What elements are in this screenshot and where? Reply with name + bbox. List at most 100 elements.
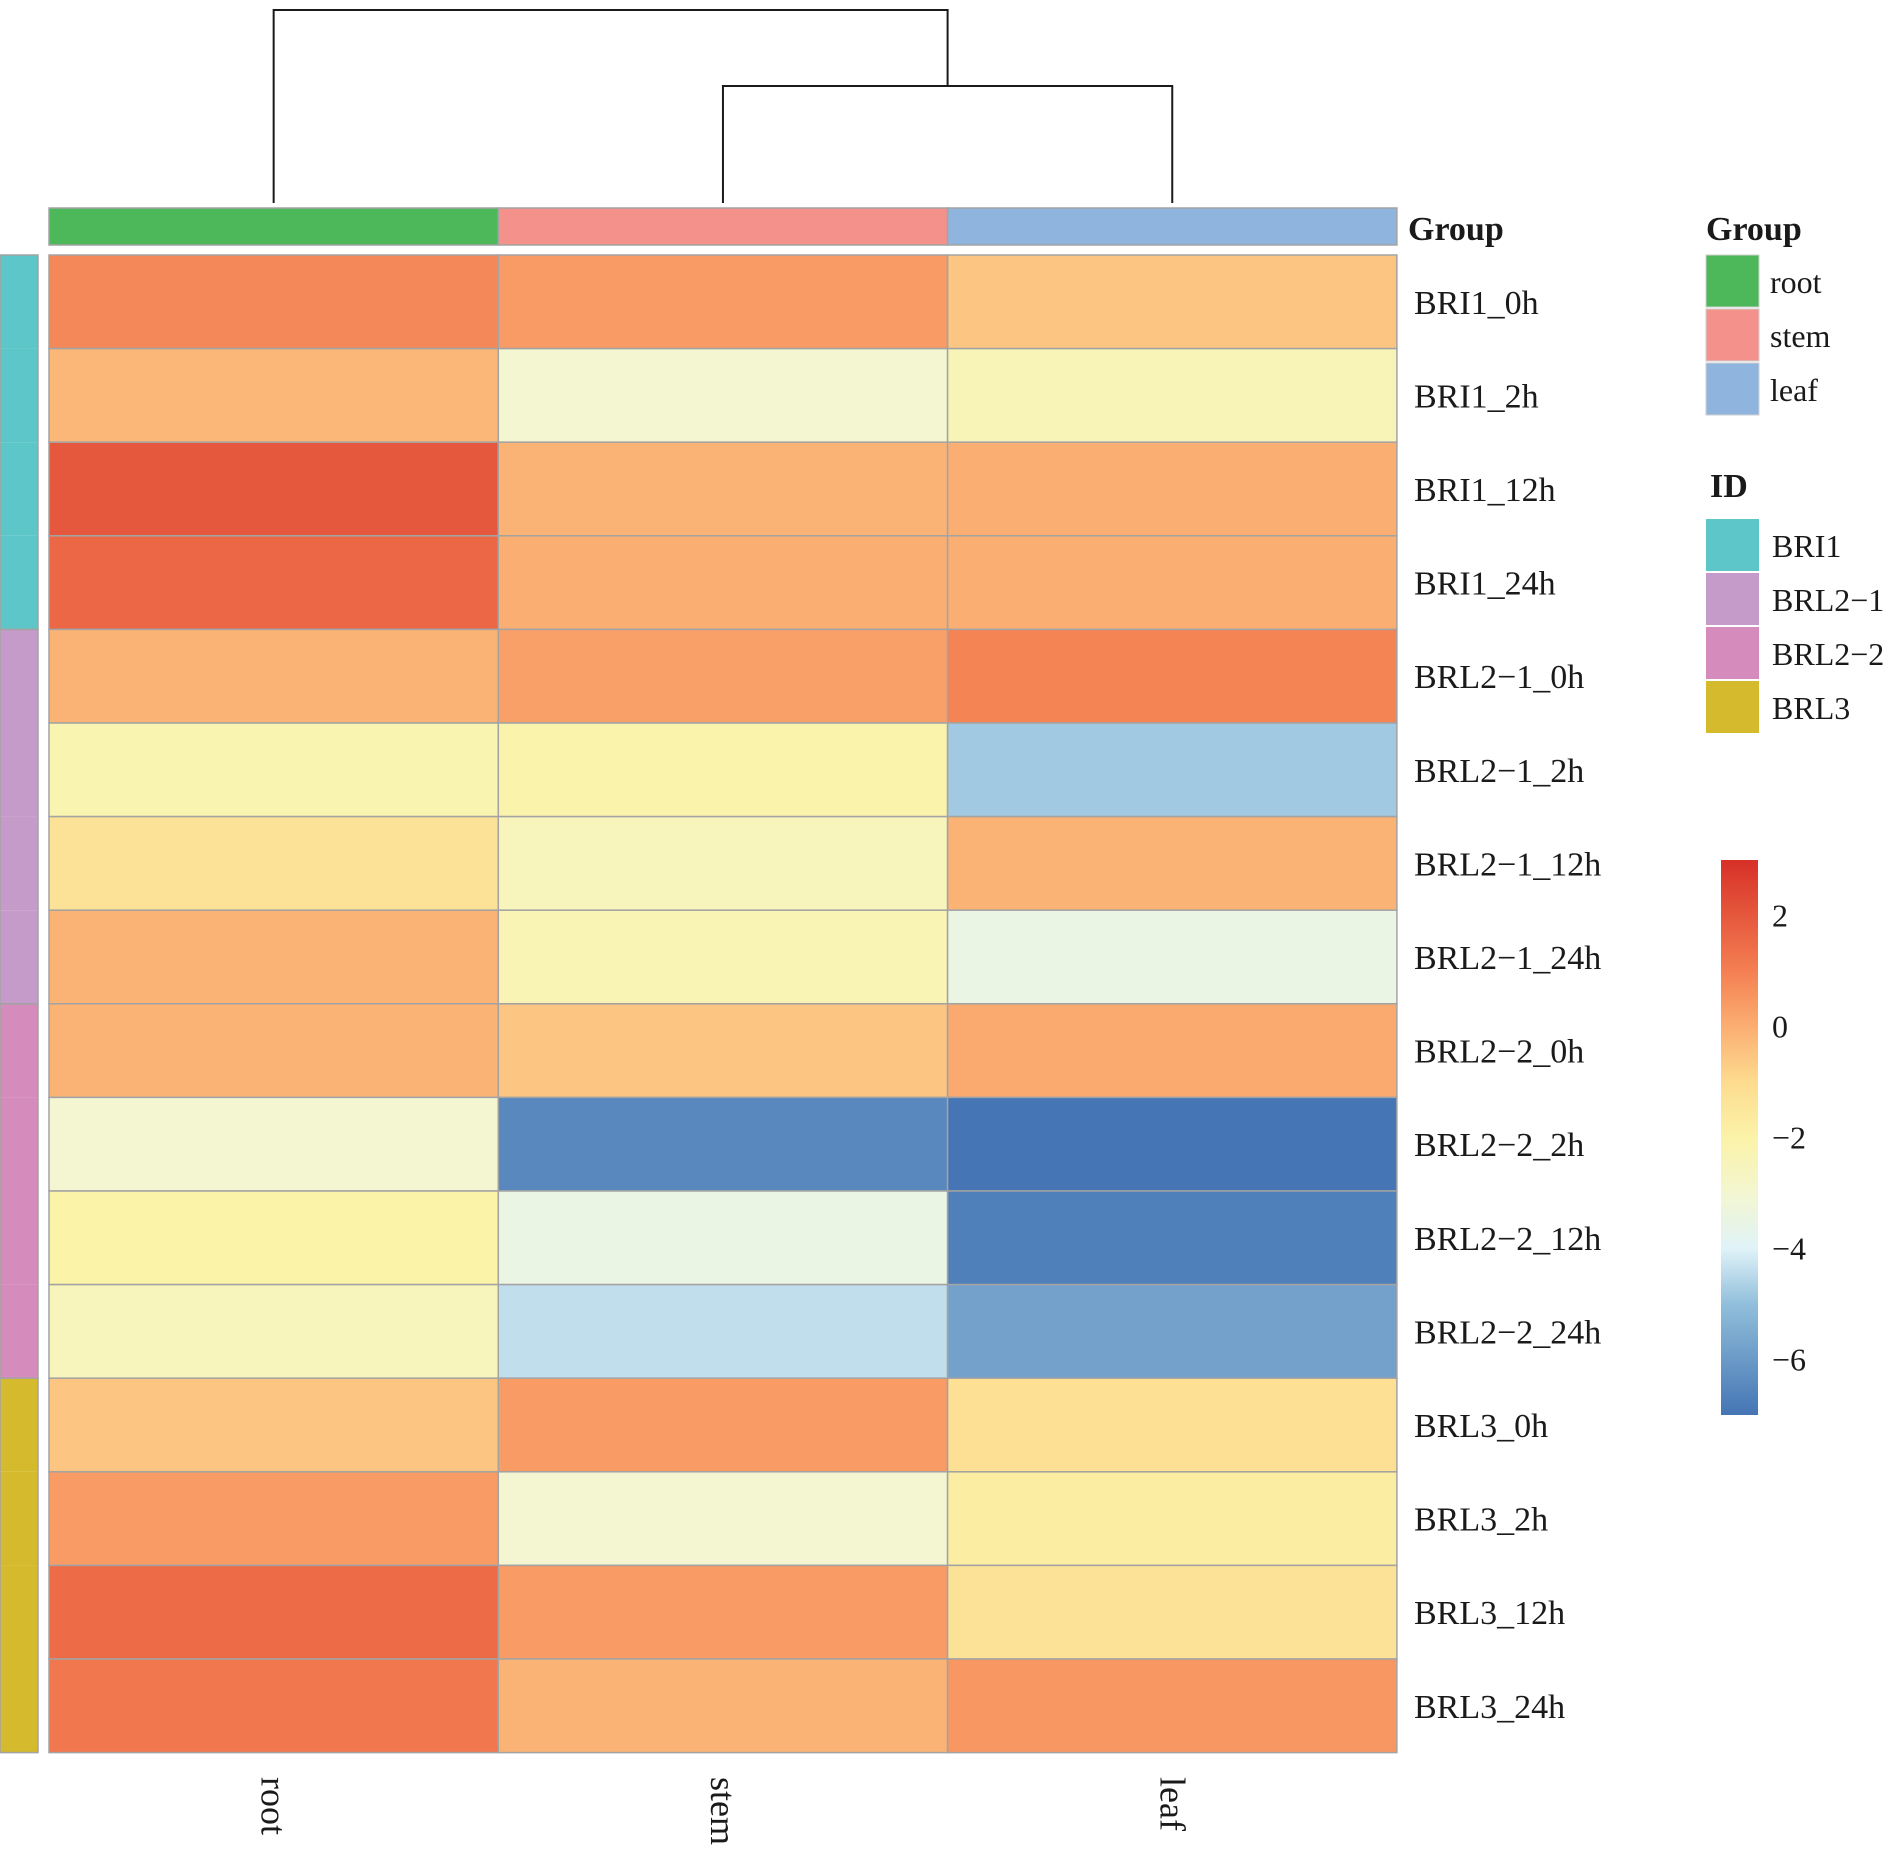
dendrogram-branch: [272, 9, 949, 203]
heatmap-cell: [497, 535, 949, 631]
row-annotation-cell: [0, 1659, 38, 1753]
id-legend-swatch: [1706, 573, 1759, 625]
column-annotation-cell: [497, 207, 949, 246]
color-scale-tick-label: −2: [1772, 1120, 1806, 1156]
heatmap-cell: [48, 1471, 500, 1567]
heatmap-cell: [946, 1564, 1398, 1660]
heatmap-cell: [946, 628, 1398, 724]
row-label: BRL2−1_12h: [1414, 846, 1601, 883]
row-label: BRL3_24h: [1414, 1689, 1565, 1726]
color-scale-legend: 2 0 −2 −4 −6: [1721, 860, 1806, 1415]
heatmap-cell: [48, 347, 500, 443]
row-annotation-cell: [0, 1284, 38, 1379]
row-annotation-cell: [0, 629, 38, 723]
row-annotation-cell: [0, 1471, 38, 1566]
heatmap-cell: [497, 1471, 949, 1567]
heatmap-cell: [497, 441, 949, 537]
heatmap-cell: [48, 1283, 500, 1379]
row-annotation-cell: [0, 255, 38, 349]
heatmap-cell: [946, 535, 1398, 631]
id-legend-swatch: [1706, 627, 1759, 679]
heatmap-cell: [497, 722, 949, 818]
heatmap-cell: [946, 1377, 1398, 1473]
column-annotation-bar: [48, 207, 1398, 246]
id-legend-label: BRL2−1: [1772, 582, 1884, 618]
color-scale-tick-label: −4: [1772, 1231, 1806, 1267]
group-legend-title: Group: [1706, 211, 1802, 248]
heatmap-cell: [48, 1096, 500, 1192]
heatmap-cell: [497, 628, 949, 724]
row-annotation-cell: [0, 816, 38, 911]
row-annotation-cell: [0, 535, 38, 630]
heatmap-cell: [497, 1283, 949, 1379]
row-label: BRL2−2_12h: [1414, 1221, 1601, 1258]
row-label: BRL3_0h: [1414, 1408, 1548, 1445]
row-annotation-cell: [0, 910, 38, 1004]
heatmap-cell: [946, 722, 1398, 818]
id-legend: ID BRI1 BRL2−1 BRL2−2 BRL3: [1706, 468, 1884, 733]
heatmap-cell: [48, 254, 500, 350]
group-legend-swatch: [1705, 254, 1760, 308]
group-legend: Group root stem leaf: [1705, 211, 1831, 416]
row-label: BRL2−1_0h: [1414, 659, 1584, 696]
row-label: BRL2−2_2h: [1414, 1127, 1584, 1164]
id-legend-label: BRL3: [1772, 690, 1850, 726]
heatmap-cell: [497, 1377, 949, 1473]
row-label: BRI1_2h: [1414, 378, 1539, 415]
column-annotation-cell: [48, 207, 500, 246]
heatmap-cell: [946, 1658, 1398, 1754]
row-label: BRL3_12h: [1414, 1595, 1565, 1632]
column-label: leaf: [1152, 1777, 1192, 1831]
heatmap-cell: [946, 441, 1398, 537]
id-legend-label: BRI1: [1772, 528, 1841, 564]
heatmap-cell: [48, 722, 500, 818]
heatmap-cell: [946, 1096, 1398, 1192]
heatmap-cell: [48, 1003, 500, 1099]
row-annotation-bar: [0, 254, 39, 1754]
row-annotation-cell: [0, 1378, 38, 1472]
group-legend-label: root: [1770, 264, 1822, 300]
row-label: BRL2−2_0h: [1414, 1034, 1584, 1071]
heatmap-cell: [48, 909, 500, 1005]
color-scale-tick-label: −6: [1772, 1342, 1806, 1378]
column-label: root: [254, 1777, 294, 1835]
row-label: BRL2−1_2h: [1414, 753, 1584, 790]
row-label: BRI1_12h: [1414, 472, 1556, 509]
heatmap-cell: [946, 1003, 1398, 1099]
heatmap-cell: [946, 815, 1398, 911]
heatmap-cell: [497, 347, 949, 443]
heatmap-cell: [497, 1658, 949, 1754]
heatmap-cell: [48, 1658, 500, 1754]
heatmap-cell: [946, 1471, 1398, 1567]
row-label: BRI1_0h: [1414, 285, 1539, 322]
row-label: BRL2−1_24h: [1414, 940, 1601, 977]
heatmap-cell: [497, 909, 949, 1005]
row-annotation-cell: [0, 1003, 38, 1098]
heatmap-cell: [497, 1003, 949, 1099]
id-legend-label: BRL2−2: [1772, 636, 1884, 672]
heatmap-cell: [946, 909, 1398, 1005]
group-legend-swatch: [1705, 362, 1760, 416]
heatmap-cell: [48, 628, 500, 724]
heatmap-cell: [497, 815, 949, 911]
row-annotation-cell: [0, 442, 38, 536]
column-dendrogram: [272, 9, 1174, 203]
group-legend-swatch: [1705, 308, 1760, 362]
heatmap-cell: [497, 1096, 949, 1192]
row-annotation-cell: [0, 1565, 38, 1659]
row-label: BRL2−2_24h: [1414, 1314, 1601, 1351]
dendrogram-branch: [721, 85, 1174, 203]
heatmap-cell: [946, 1190, 1398, 1286]
heatmap-cell: [48, 1564, 500, 1660]
row-label: BRI1_24h: [1414, 566, 1556, 603]
row-annotation-cell: [0, 1191, 38, 1285]
heatmap-cell: [48, 441, 500, 537]
heatmap-cells: [48, 254, 1398, 1754]
heatmap-cell: [497, 1564, 949, 1660]
row-label: BRL3_2h: [1414, 1502, 1548, 1539]
group-legend-label: stem: [1770, 318, 1831, 354]
heatmap-cell: [497, 254, 949, 350]
heatmap-cell: [497, 1190, 949, 1286]
heatmap-cell: [946, 1283, 1398, 1379]
